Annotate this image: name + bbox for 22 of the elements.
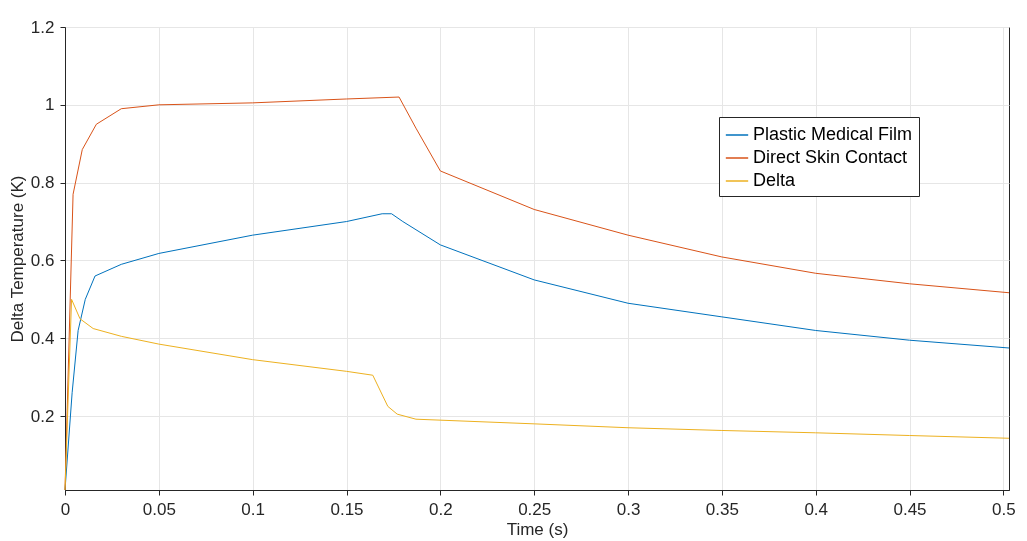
x-tick-label: 0.35 — [705, 499, 739, 519]
y-axis-title: Delta Temperature (K) — [7, 175, 27, 343]
x-tick-label: 0.4 — [804, 499, 829, 519]
x-tick-label: 0.3 — [616, 499, 641, 519]
legend-label: Delta — [753, 170, 797, 190]
x-tick-label: 0.45 — [893, 499, 927, 519]
x-tick-label: 0.5 — [992, 499, 1016, 519]
x-tick-label: 0.25 — [518, 499, 552, 519]
y-tick-label: 0.4 — [30, 328, 55, 348]
x-tick-label: 0.2 — [429, 499, 453, 519]
x-tick-label: 0.1 — [241, 499, 265, 519]
legend-label: Plastic Medical Film — [753, 124, 913, 144]
y-tick-label: 0.2 — [30, 406, 55, 426]
y-tick-label: 0.6 — [30, 250, 55, 270]
x-tick-label: 0 — [60, 499, 71, 519]
y-tick-label: 1 — [45, 95, 55, 115]
x-tick-label: 0.05 — [142, 499, 176, 519]
x-tick-label: 0.15 — [330, 499, 364, 519]
y-tick-label: 0.8 — [30, 173, 55, 193]
legend-label: Direct Skin Contact — [753, 147, 908, 167]
x-axis-title: Time (s) — [506, 519, 569, 539]
y-tick-label: 1.2 — [30, 17, 55, 37]
